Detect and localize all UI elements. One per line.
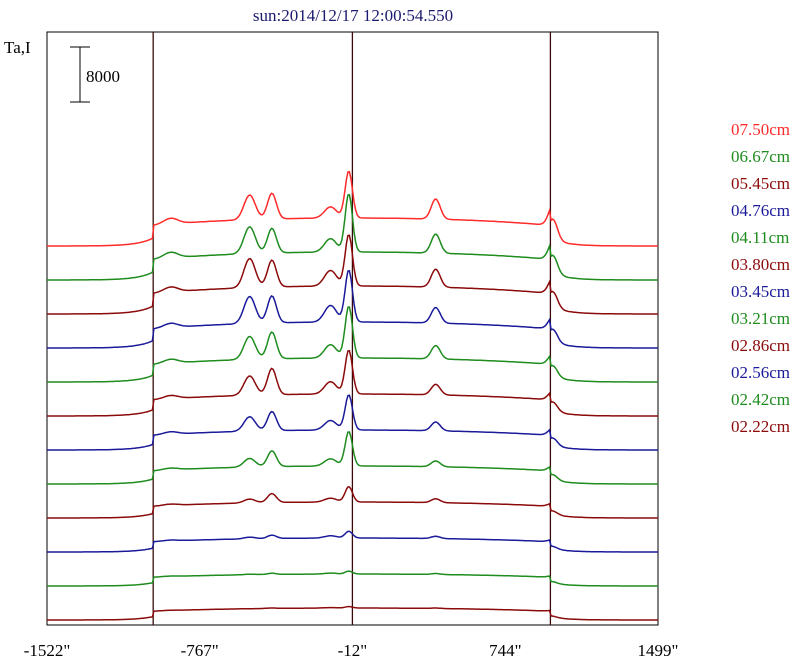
legend-entry-02.42cm: 02.42cm (731, 390, 790, 409)
series-line-04.76cm (47, 269, 658, 349)
legend-entry-07.50cm: 07.50cm (731, 120, 790, 139)
x-tick-label-2: -12" (338, 641, 368, 660)
vertical-marker-lines (152, 32, 552, 625)
x-tick-label-4: 1499" (638, 641, 679, 660)
x-tick-label-1: -767" (181, 641, 219, 660)
series-line-03.80cm (47, 349, 658, 417)
legend: 07.50cm 06.67cm 05.45cm 04.76cm 04.11cm 03.80… (731, 120, 790, 436)
legend-entry-02.22cm: 02.22cm (731, 417, 790, 436)
legend-entry-03.80cm: 03.80cm (731, 255, 790, 274)
legend-entry-03.21cm: 03.21cm (731, 309, 790, 328)
series-line-07.50cm (47, 170, 658, 247)
series-lines (47, 170, 658, 621)
scale-bar-label: 8000 (86, 67, 120, 86)
x-tick-label-0: -1522" (24, 641, 71, 660)
x-tick-label-3: 744" (489, 641, 521, 660)
legend-entry-05.45cm: 05.45cm (731, 174, 790, 193)
legend-entry-02.86cm: 02.86cm (731, 336, 790, 355)
series-line-03.21cm (47, 431, 658, 485)
series-line-04.11cm (47, 306, 658, 383)
chart-title: sun:2014/12/17 12:00:54.550 (253, 6, 453, 25)
series-line-02.42cm (47, 570, 658, 587)
x-tick-labels: -1522" -767" -12" 744" 1499" (24, 641, 679, 660)
series-line-02.22cm (47, 605, 658, 621)
legend-entry-04.11cm: 04.11cm (731, 228, 789, 247)
legend-entry-06.67cm: 06.67cm (731, 147, 790, 166)
series-line-02.86cm (47, 486, 658, 519)
legend-entry-03.45cm: 03.45cm (731, 282, 790, 301)
series-line-05.45cm (47, 234, 658, 315)
series-line-02.56cm (47, 530, 658, 553)
scale-bar: 8000 (70, 46, 120, 103)
series-line-03.45cm (47, 394, 658, 451)
y-axis-label: Ta,I (4, 38, 31, 57)
legend-entry-04.76cm: 04.76cm (731, 201, 790, 220)
series-line-06.67cm (47, 193, 658, 281)
legend-entry-02.56cm: 02.56cm (731, 363, 790, 382)
